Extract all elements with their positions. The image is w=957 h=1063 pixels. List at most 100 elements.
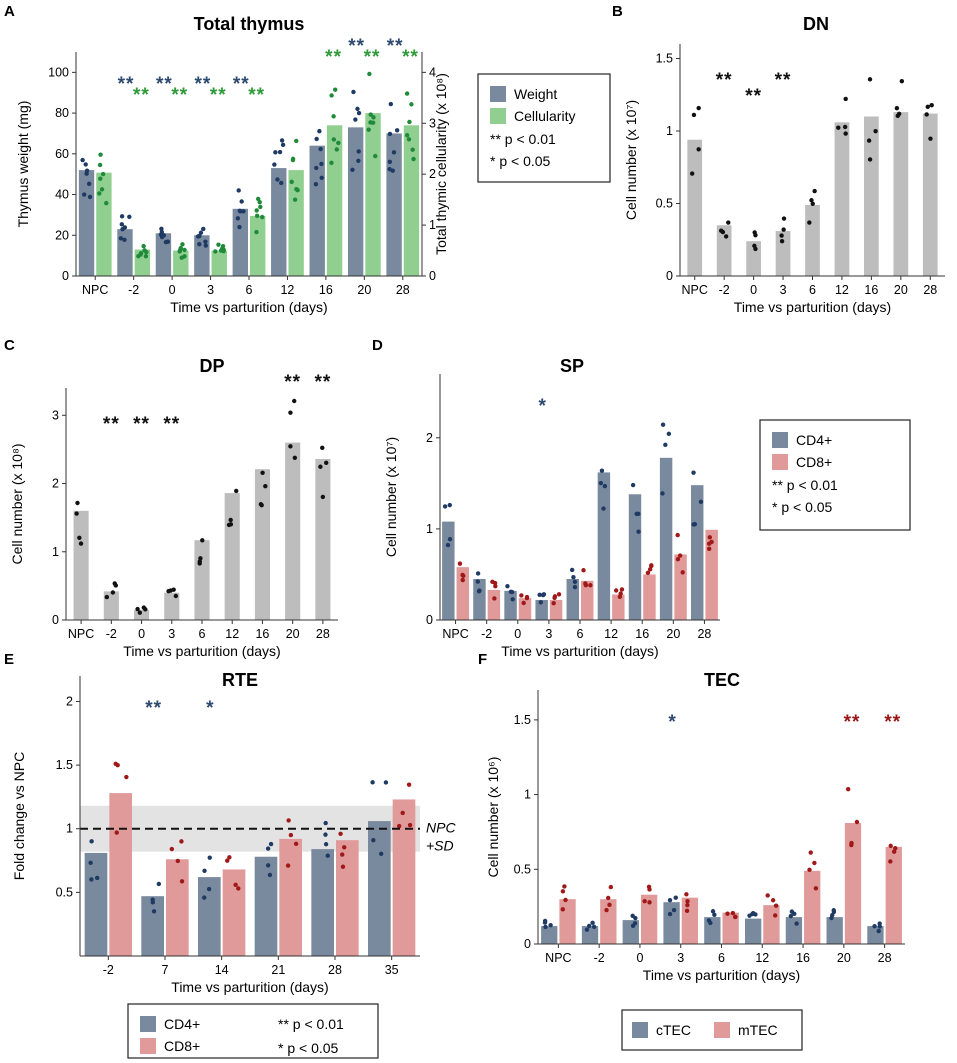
replicate-dot — [254, 229, 259, 235]
bar — [232, 208, 248, 276]
replicate-dot — [333, 87, 338, 92]
y2-tick-label: 1 — [429, 218, 436, 232]
x-tick-label: 3 — [168, 627, 175, 641]
replicate-dot — [708, 920, 713, 926]
legend-swatch — [772, 454, 788, 470]
replicate-dot — [294, 138, 299, 144]
replicate-dot — [260, 214, 265, 220]
replicate-dot — [634, 511, 639, 517]
replicate-dot — [293, 841, 299, 847]
replicate-dot — [143, 254, 149, 259]
replicate-dot — [442, 504, 448, 509]
significance-mark: ** — [210, 85, 227, 106]
bar — [628, 494, 642, 620]
replicate-dot — [285, 863, 291, 868]
x-tick-label: 20 — [666, 627, 680, 641]
significance-mark: ** — [314, 372, 331, 393]
x-axis-label: Time vs parturition (days) — [643, 967, 800, 983]
replicate-dot — [368, 112, 373, 117]
x-tick-label: 14 — [215, 963, 229, 977]
legend-swatch — [490, 108, 506, 124]
legend-frame — [477, 73, 611, 183]
x-tick-label: 16 — [255, 627, 269, 641]
x-tick-label: 12 — [604, 627, 618, 641]
bar — [864, 116, 879, 276]
replicate-dot — [843, 131, 848, 136]
replicate-dot — [457, 561, 463, 566]
replicate-dot — [542, 920, 548, 925]
bar — [347, 127, 364, 276]
replicate-dot — [267, 872, 273, 878]
legend-swatch — [490, 86, 506, 102]
replicate-dot — [370, 780, 375, 785]
replicate-dot — [351, 89, 356, 95]
replicate-dot — [807, 220, 812, 225]
bar — [885, 846, 902, 944]
replicate-dot — [295, 187, 300, 193]
replicate-dot — [407, 119, 412, 125]
y-axis-label: Fold change vs NPC — [11, 752, 27, 880]
x-tick-label: 20 — [286, 627, 300, 641]
replicate-dot — [675, 532, 680, 538]
replicate-dot — [633, 915, 638, 921]
y-tick-label: 1 — [666, 124, 673, 138]
replicate-dot — [602, 483, 608, 489]
replicate-dot — [894, 105, 900, 111]
replicate-dot — [779, 238, 785, 244]
replicate-dot — [812, 860, 817, 866]
replicate-dot — [604, 907, 609, 913]
x-tick-label: 12 — [755, 951, 769, 965]
replicate-dot — [371, 115, 376, 120]
replicate-dot — [86, 181, 92, 187]
replicate-dot — [636, 529, 641, 534]
legend-swatch — [140, 1038, 156, 1054]
legend-f: cTEC mTEC — [621, 1009, 803, 1051]
y-tick-label: 1.5 — [656, 52, 673, 66]
replicate-dot — [387, 131, 393, 137]
bar — [487, 589, 501, 620]
legend-label: CD4+ — [164, 1016, 200, 1032]
replicate-dot — [891, 849, 897, 854]
y-tick-label: 0 — [62, 269, 69, 283]
chart-title: SP — [560, 356, 584, 376]
bar — [456, 567, 469, 620]
replicate-dot — [280, 142, 286, 148]
replicate-dot — [182, 247, 187, 253]
x-tick-label: 28 — [697, 627, 711, 641]
replicate-dot — [460, 577, 465, 583]
replicate-dot — [765, 893, 770, 898]
significance-mark: ** — [133, 85, 150, 106]
replicate-dot — [220, 246, 225, 251]
replicate-dot — [772, 913, 778, 918]
bar — [612, 594, 625, 620]
replicate-dot — [896, 111, 902, 117]
x-tick-label: NPC — [82, 283, 108, 297]
legend-label: CD8+ — [796, 454, 832, 470]
replicate-dot — [225, 858, 230, 863]
bar — [222, 869, 246, 956]
x-tick-label: 3 — [780, 283, 787, 297]
replicate-dot — [460, 572, 465, 578]
replicate-dot — [770, 898, 776, 903]
replicate-dot — [560, 907, 566, 912]
bar — [640, 894, 658, 944]
y-axis-label: Cell number (x 10⁷) — [383, 437, 399, 557]
replicate-dot — [854, 819, 860, 825]
replicate-dot — [591, 924, 597, 930]
bar — [73, 510, 89, 620]
replicate-dot — [144, 249, 149, 255]
significance-mark: ** — [118, 74, 135, 95]
replicate-dot — [272, 162, 277, 167]
replicate-dot — [723, 234, 729, 239]
reference-label: +SD — [426, 838, 454, 854]
replicate-dot — [689, 171, 695, 176]
significance-mark: ** — [844, 712, 861, 733]
x-axis-label: Time vs parturition (days) — [123, 643, 280, 659]
replicate-dot — [411, 156, 416, 162]
x-tick-label: -2 — [106, 627, 117, 641]
x-tick-label: 20 — [837, 951, 851, 965]
replicate-dot — [350, 167, 355, 172]
replicate-dot — [259, 503, 264, 508]
